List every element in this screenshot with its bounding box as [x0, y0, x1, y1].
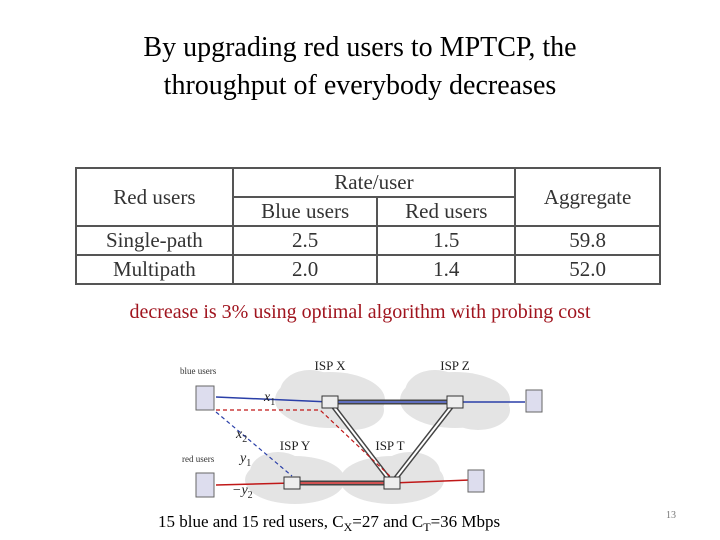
- table-cell: 59.8: [514, 225, 661, 256]
- table-cell: Single-path: [75, 225, 234, 256]
- isp-label: ISP T: [375, 438, 404, 453]
- caption-subscript: T: [423, 520, 431, 534]
- isp-label: ISP X: [315, 358, 347, 373]
- isp-label: ISP Y: [280, 438, 311, 453]
- path-label: x2: [235, 427, 247, 445]
- caption-text: =36 Mbps: [431, 512, 501, 531]
- caption-text: 15 blue and 15 red users, C: [158, 512, 344, 531]
- path-index: 2: [248, 490, 253, 501]
- title-line: throughput of everybody decreases: [163, 70, 557, 101]
- blue-path: [215, 396, 525, 403]
- table-cell: Multipath: [75, 254, 234, 285]
- red-path-dashed: [216, 409, 393, 479]
- title-line: By upgrading red users to MPTCP, the: [143, 32, 577, 63]
- routers: [283, 395, 464, 490]
- caption: 15 blue and 15 red users, CX=27 and CT=3…: [158, 512, 500, 534]
- table-cell: 2.5: [231, 225, 379, 256]
- results-table: Red users Rate/user Aggregate Blue users…: [75, 167, 661, 285]
- path-name: x: [263, 390, 271, 405]
- table-cell: 1.5: [376, 225, 517, 256]
- path-index: 2: [242, 434, 247, 445]
- isp-label: ISP Z: [440, 358, 470, 373]
- table-cell: 52.0: [514, 254, 661, 285]
- red-path: [215, 479, 471, 486]
- table-cell: 2.0: [231, 254, 379, 285]
- path-index: 1: [270, 397, 275, 408]
- user-label: red users: [182, 454, 215, 464]
- header-cell: Aggregate: [514, 167, 661, 227]
- caption-subscript: X: [344, 520, 353, 534]
- header-cell: Red users: [376, 196, 517, 227]
- path-name: y: [238, 451, 247, 466]
- path-label: y1: [238, 451, 251, 469]
- table-cell: 1.4: [376, 254, 517, 285]
- path-label: x1: [263, 390, 275, 408]
- header-cell: Rate/user: [231, 167, 517, 198]
- blue-path-dashed: [215, 411, 293, 477]
- page-number: 13: [666, 510, 676, 521]
- header-cell: Red users: [75, 167, 234, 227]
- computers: [195, 385, 543, 498]
- header-cell: Blue users: [231, 196, 379, 227]
- path-label: −y2: [232, 483, 253, 501]
- path-index: 1: [246, 458, 251, 469]
- user-label: blue users: [180, 366, 217, 376]
- caption-text: =27 and C: [352, 512, 423, 531]
- path-name: −y: [232, 483, 248, 498]
- path-name: x: [235, 427, 243, 442]
- note: decrease is 3% using optimal algorithm w…: [129, 301, 591, 323]
